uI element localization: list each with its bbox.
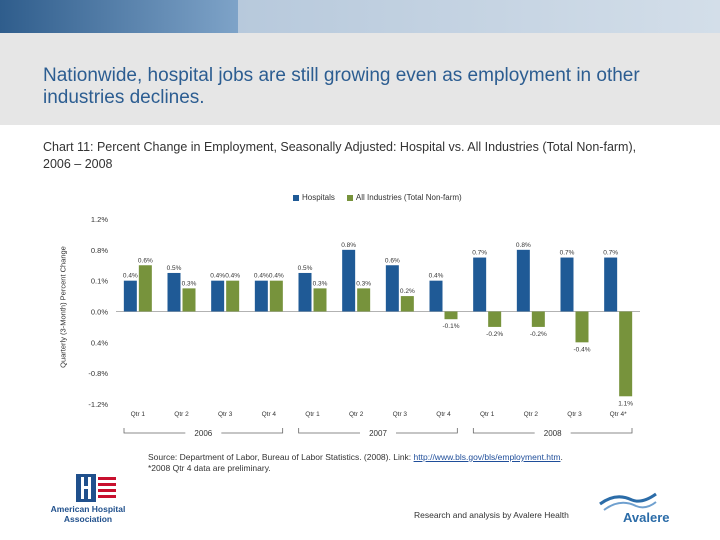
x-tick-label: Qtr 2 xyxy=(174,411,189,418)
data-label: -0.2% xyxy=(486,331,503,338)
all-industries-bar xyxy=(531,311,545,327)
y-tick-label: 0.8% xyxy=(91,246,108,255)
source-link[interactable]: http://www.bls.gov/bls/employment.htm xyxy=(413,452,561,462)
data-label: 0.4% xyxy=(269,273,284,280)
data-label: 0.7% xyxy=(603,250,618,257)
legend-label-hospitals: Hospitals xyxy=(302,193,335,202)
data-label: 0.6% xyxy=(138,257,153,264)
avalere-wave-icon xyxy=(599,492,657,511)
data-label: 1.1% xyxy=(618,400,633,407)
all-industries-bar xyxy=(619,311,633,397)
all-industries-bar xyxy=(182,288,196,312)
y-tick-label: 0.4% xyxy=(91,338,108,347)
hospital-bar xyxy=(560,257,574,312)
legend-swatch-all-industries xyxy=(346,194,353,201)
top-banner xyxy=(0,0,720,33)
hospital-bar xyxy=(516,249,530,312)
all-industries-bar xyxy=(226,280,240,312)
hospital-logo-icon xyxy=(76,474,116,502)
source-end: . xyxy=(560,452,563,462)
legend-swatch-hospitals xyxy=(293,194,299,201)
all-industries-bar xyxy=(444,311,458,320)
data-label: 0.7% xyxy=(472,250,487,257)
all-industries-bar xyxy=(575,311,589,343)
all-industries-bar xyxy=(138,265,152,312)
year-label: 2007 xyxy=(369,429,387,438)
year-label: 2008 xyxy=(544,429,562,438)
data-label: 0.8% xyxy=(341,242,356,249)
hospital-bar xyxy=(429,280,443,312)
x-tick-label: Qtr 3 xyxy=(393,411,408,418)
x-tick-label: Qtr 2 xyxy=(349,411,364,418)
year-bracket xyxy=(123,428,284,434)
x-tick-label: Qtr 1 xyxy=(480,411,495,418)
data-label: 0.4% xyxy=(210,273,225,280)
year-label: 2006 xyxy=(194,429,212,438)
hospital-bar xyxy=(298,272,312,312)
aha-name: American Hospital Association xyxy=(50,504,126,524)
all-industries-bar xyxy=(269,280,283,312)
y-tick-label: -1.2% xyxy=(88,400,108,409)
x-tick-label: Qtr 1 xyxy=(131,411,146,418)
y-tick-label: -0.8% xyxy=(88,369,108,378)
data-label: 0.8% xyxy=(516,242,531,249)
avalere-name: Avalere xyxy=(623,510,670,525)
data-label: 0.5% xyxy=(298,265,313,272)
data-label: 0.3% xyxy=(356,280,371,287)
data-label: 0.4% xyxy=(429,273,444,280)
year-bracket xyxy=(472,428,633,434)
data-label: 0.3% xyxy=(313,280,328,287)
x-tick-label: Qtr 4 xyxy=(436,411,451,418)
data-label: -0.4% xyxy=(574,346,591,353)
data-label: 0.4% xyxy=(254,273,269,280)
legend-item-all-industries: All Industries (Total Non-farm) xyxy=(346,193,462,202)
x-tick-label: Qtr 3 xyxy=(218,411,233,418)
all-industries-bar xyxy=(400,296,414,312)
data-label: 0.5% xyxy=(167,265,182,272)
data-label: 0.4% xyxy=(123,273,138,280)
x-tick-label: Qtr 4* xyxy=(610,411,627,418)
data-label: 0.2% xyxy=(400,288,415,295)
hospital-bar xyxy=(604,257,618,312)
source-text: Source: Department of Labor, Bureau of L… xyxy=(148,452,414,462)
y-tick-label: 0.1% xyxy=(91,277,108,286)
data-label: -0.1% xyxy=(443,323,460,330)
preliminary-note: *2008 Qtr 4 data are preliminary. xyxy=(148,462,271,473)
credit-line: Research and analysis by Avalere Health xyxy=(414,510,569,520)
hospital-bar xyxy=(385,265,399,312)
all-industries-bar xyxy=(488,311,502,327)
all-industries-bar xyxy=(357,288,371,312)
y-tick-label: 1.2% xyxy=(91,215,108,224)
data-label: 0.6% xyxy=(385,257,400,264)
data-label: 0.4% xyxy=(225,273,240,280)
data-label: -0.2% xyxy=(530,331,547,338)
all-industries-bar xyxy=(313,288,327,312)
legend-label-all-industries: All Industries (Total Non-farm) xyxy=(355,193,462,202)
chart-legend: Hospitals All Industries (Total Non-farm… xyxy=(293,193,474,202)
slide-headline: Nationwide, hospital jobs are still grow… xyxy=(43,65,640,108)
hospital-bar xyxy=(167,272,181,312)
data-label: 0.7% xyxy=(560,250,575,257)
year-bracket xyxy=(298,428,458,434)
legend-item-hospitals: Hospitals xyxy=(293,193,335,202)
header-band xyxy=(0,33,720,125)
x-tick-label: Qtr 3 xyxy=(567,411,582,418)
hospital-bar xyxy=(254,280,268,312)
source-note: Source: Department of Labor, Bureau of L… xyxy=(148,452,648,473)
hospital-bar xyxy=(211,280,225,312)
banner-segment-dark xyxy=(0,0,238,33)
x-tick-label: Qtr 1 xyxy=(305,411,320,418)
hospital-bar xyxy=(473,257,487,312)
hospital-bar xyxy=(123,280,137,312)
banner-segment-light xyxy=(238,0,720,33)
aha-logo: American Hospital Association xyxy=(42,474,134,526)
chart-title: Chart 11: Percent Change in Employment, … xyxy=(43,140,637,171)
x-tick-label: Qtr 4 xyxy=(262,411,277,418)
x-tick-label: Qtr 2 xyxy=(524,411,539,418)
avalere-logo: Avalere xyxy=(598,490,678,526)
data-label: 0.3% xyxy=(182,280,197,287)
y-tick-label: 0.0% xyxy=(91,308,108,317)
hospital-bar xyxy=(342,249,356,312)
